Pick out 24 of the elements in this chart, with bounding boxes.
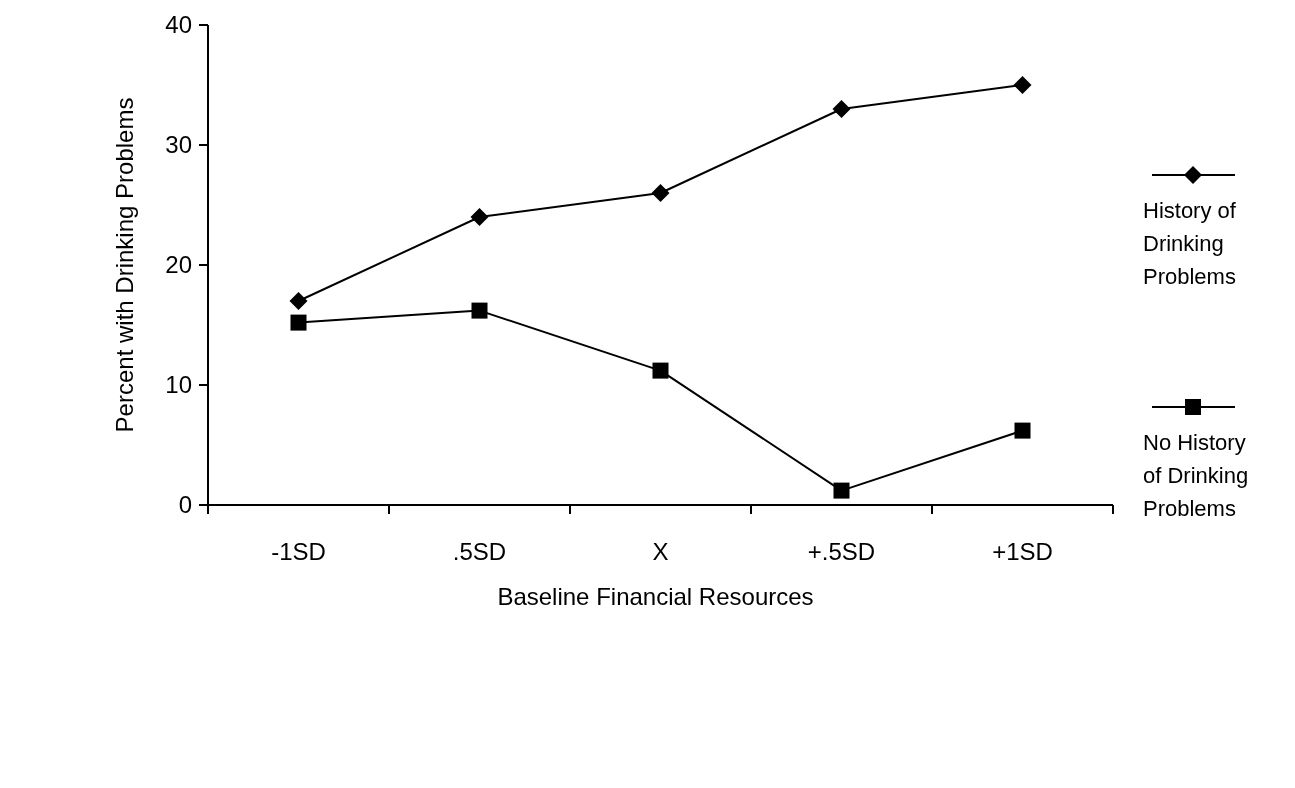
x-axis-title: Baseline Financial Resources [497,583,814,610]
legend-label: No History of Drinking Problems [1143,430,1249,521]
x-tick-label: +.5SD [807,538,876,565]
legend-label: History of Drinking Problems [1143,198,1237,289]
x-tick-label: X [652,538,669,565]
point [651,184,670,202]
y-tick-label: 10 [165,371,192,399]
y-tick-label: 0 [178,491,192,519]
point [470,208,489,226]
y-tick-label: 20 [165,251,192,279]
point [1014,422,1031,439]
point [290,314,307,331]
point [471,302,488,319]
point [1013,76,1032,94]
y-tick-label: 40 [165,11,192,39]
point [833,482,850,499]
x-tick-label: .5SD [452,538,507,565]
point [652,362,669,379]
x-tick-label: +1SD [992,538,1053,565]
x-tick-label: -1SD [271,538,326,565]
point [832,100,851,118]
y-tick-label: 30 [165,131,192,159]
y-axis-title: Percent with Drinking Problems [111,97,138,433]
point [289,292,308,310]
